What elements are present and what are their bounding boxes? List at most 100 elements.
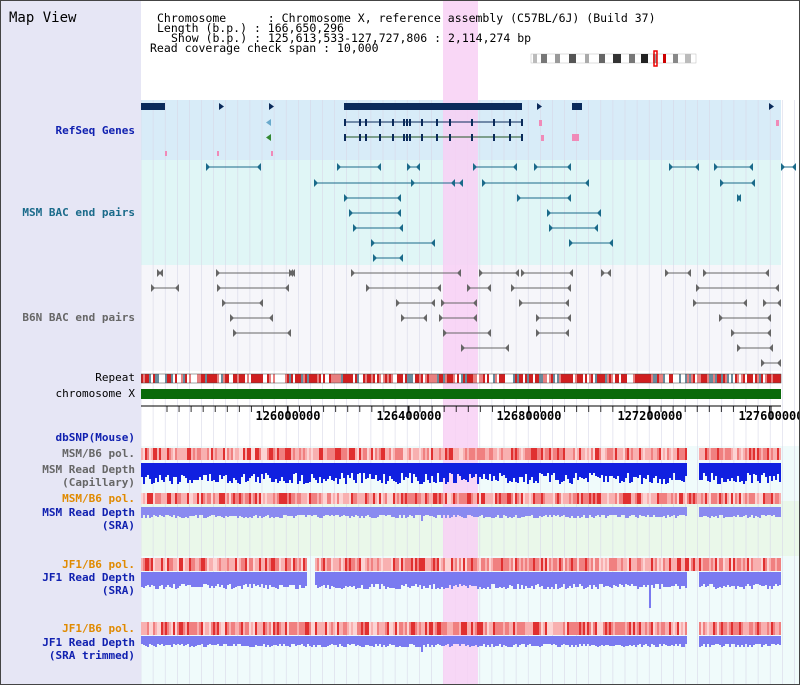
- b6n-bac-pair-end: [175, 284, 179, 292]
- track-label-repeat[interactable]: Repeat: [95, 371, 135, 384]
- b6n-bac-pair-end: [521, 269, 525, 277]
- repeat-element: [475, 374, 477, 383]
- msm-read-depth-sra-bar: [205, 507, 207, 518]
- msm-b6-polymorphism-2: [491, 493, 493, 504]
- msm-b6-polymorphism-1: [211, 448, 213, 460]
- track-label-msm-b6-pol-2[interactable]: MSM/B6 pol.: [62, 492, 135, 505]
- jf1-read-depth-trimmed-bar: [507, 636, 509, 647]
- jf1-b6-polymorphism-1: [271, 558, 273, 571]
- jf1-b6-polymorphism-2: [729, 622, 731, 635]
- jf1-read-depth-trimmed-bar: [243, 636, 245, 646]
- msm-read-depth-sra-bar: [429, 507, 431, 516]
- track-label-jf1-b6-pol-2[interactable]: JF1/B6 pol.: [62, 622, 135, 635]
- msm-b6-polymorphism-1: [379, 448, 381, 460]
- track-label-msm-b6-pol-1[interactable]: MSM/B6 pol.: [62, 447, 135, 460]
- track-label-jf1-read-depth-trimmed[interactable]: JF1 Read Depth: [42, 636, 135, 649]
- jf1-read-depth-trimmed-bar: [347, 636, 349, 644]
- repeat-element: [271, 374, 273, 383]
- track-label-chromosome[interactable]: chromosome X: [55, 387, 135, 400]
- jf1-read-depth-trimmed-bar: [199, 636, 201, 645]
- repeat-element: [411, 374, 413, 383]
- jf1-b6-polymorphism-1: [727, 558, 729, 571]
- repeat-element: [591, 374, 593, 383]
- track-label-jf1-b6-pol-1[interactable]: JF1/B6 pol.: [62, 558, 135, 571]
- msm-b6-polymorphism-2: [569, 493, 571, 504]
- repeat-element: [705, 374, 707, 383]
- track-label-b6n-bac-end-pairs[interactable]: B6N BAC end pairs: [22, 311, 135, 324]
- msm-b6-polymorphism-2: [393, 493, 395, 504]
- jf1-read-depth-sra-bar: [575, 572, 577, 587]
- jf1-b6-polymorphism-1: [601, 558, 603, 571]
- track-label-refseq-genes[interactable]: RefSeq Genes: [55, 124, 135, 137]
- jf1-b6-polymorphism-2: [177, 622, 179, 635]
- msm-read-depth-capillary-bar: [247, 463, 249, 481]
- msm-read-depth-sra-bar: [327, 507, 329, 515]
- msm-b6-polymorphism-2: [619, 493, 621, 504]
- jf1-read-depth-trimmed-bar: [299, 636, 301, 645]
- msm-b6-polymorphism-1: [321, 448, 323, 460]
- jf1-b6-polymorphism-1: [179, 558, 181, 571]
- jf1-read-depth-trimmed-bar: [575, 636, 577, 645]
- jf1-read-depth-trimmed-bar: [561, 636, 563, 645]
- msm-b6-polymorphism-2: [469, 493, 471, 504]
- jf1-b6-polymorphism-1: [361, 558, 363, 571]
- jf1-b6-polymorphism-2: [597, 622, 599, 635]
- header-show-range: Show (b.p.) : 125,613,533-127,727,806 : …: [171, 31, 532, 45]
- jf1-read-depth-sra-bar: [685, 572, 687, 588]
- track-label-msm-read-depth-sra[interactable]: MSM Read Depth: [42, 506, 135, 519]
- msm-b6-polymorphism-2: [203, 493, 205, 504]
- msm-read-depth-sra-bar: [383, 507, 385, 515]
- jf1-read-depth-trimmed-bar: [263, 636, 265, 644]
- jf1-b6-polymorphism-2: [623, 622, 625, 635]
- jf1-read-depth-sra-bar: [407, 572, 409, 587]
- msm-b6-polymorphism-1: [341, 448, 343, 460]
- jf1-b6-polymorphism-2: [503, 622, 505, 635]
- msm-read-depth-capillary-bar: [385, 463, 387, 484]
- msm-read-depth-sra-bar: [155, 507, 157, 516]
- genome-tracks-canvas[interactable]: [140, 1, 799, 684]
- msm-read-depth-sra-bar: [187, 507, 189, 518]
- jf1-read-depth-trimmed-bar: [657, 636, 659, 647]
- jf1-read-depth-trimmed-bar: [565, 636, 567, 645]
- jf1-read-depth-trimmed-bar: [647, 636, 649, 646]
- msm-bac-pair-end: [349, 209, 353, 217]
- msm-b6-polymorphism-2: [449, 493, 451, 504]
- track-label-dbsnp[interactable]: dbSNP(Mouse): [55, 431, 135, 444]
- repeat-element: [201, 374, 203, 383]
- msm-read-depth-capillary-bar: [627, 463, 629, 473]
- jf1-b6-polymorphism-2: [725, 622, 727, 635]
- jf1-b6-polymorphism-1: [521, 558, 523, 571]
- msm-b6-polymorphism-1: [569, 448, 571, 460]
- msm-read-depth-capillary-bar: [707, 463, 709, 481]
- msm-b6-polymorphism-2: [643, 493, 645, 504]
- track-label-msm-read-depth-capillary[interactable]: MSM Read Depth: [42, 463, 135, 476]
- msm-b6-polymorphism-2: [655, 493, 657, 504]
- jf1-read-depth-sra-bar: [351, 572, 353, 587]
- repeat-element: [497, 374, 499, 383]
- msm-b6-polymorphism-1: [229, 448, 231, 460]
- repeat-element: [311, 374, 313, 383]
- jf1-read-depth-sra-bar: [779, 572, 781, 585]
- jf1-read-depth-trimmed-bar: [293, 636, 295, 644]
- track-label-msm-bac-end-pairs[interactable]: MSM BAC end pairs: [22, 206, 135, 219]
- jf1-b6-polymorphism-2: [519, 622, 521, 635]
- repeat-element: [559, 374, 561, 383]
- jf1-b6-polymorphism-2: [413, 622, 415, 635]
- jf1-read-depth-sra-bar: [581, 572, 583, 586]
- msm-read-depth-sra-bar: [163, 507, 165, 517]
- jf1-read-depth-sra-bar: [759, 572, 761, 585]
- msm-read-depth-sra-bar: [471, 507, 473, 516]
- genome-track-area[interactable]: Chromosome : Chromosome X, reference ass…: [140, 1, 799, 684]
- jf1-b6-polymorphism-2: [443, 622, 445, 635]
- repeat-element: [331, 374, 333, 383]
- track-label-jf1-read-depth-sra[interactable]: JF1 Read Depth: [42, 571, 135, 584]
- jf1-b6-polymorphism-1: [513, 558, 515, 571]
- jf1-read-depth-sra-bar: [325, 572, 327, 588]
- jf1-read-depth-sra-bar: [241, 572, 243, 589]
- msm-read-depth-sra-bar: [729, 507, 731, 517]
- jf1-b6-polymorphism-1: [297, 558, 299, 571]
- msm-b6-polymorphism-2: [537, 493, 539, 504]
- msm-b6-polymorphism-2: [227, 493, 229, 504]
- jf1-read-depth-sra-bar: [651, 572, 653, 585]
- msm-read-depth-capillary-bar: [213, 463, 215, 480]
